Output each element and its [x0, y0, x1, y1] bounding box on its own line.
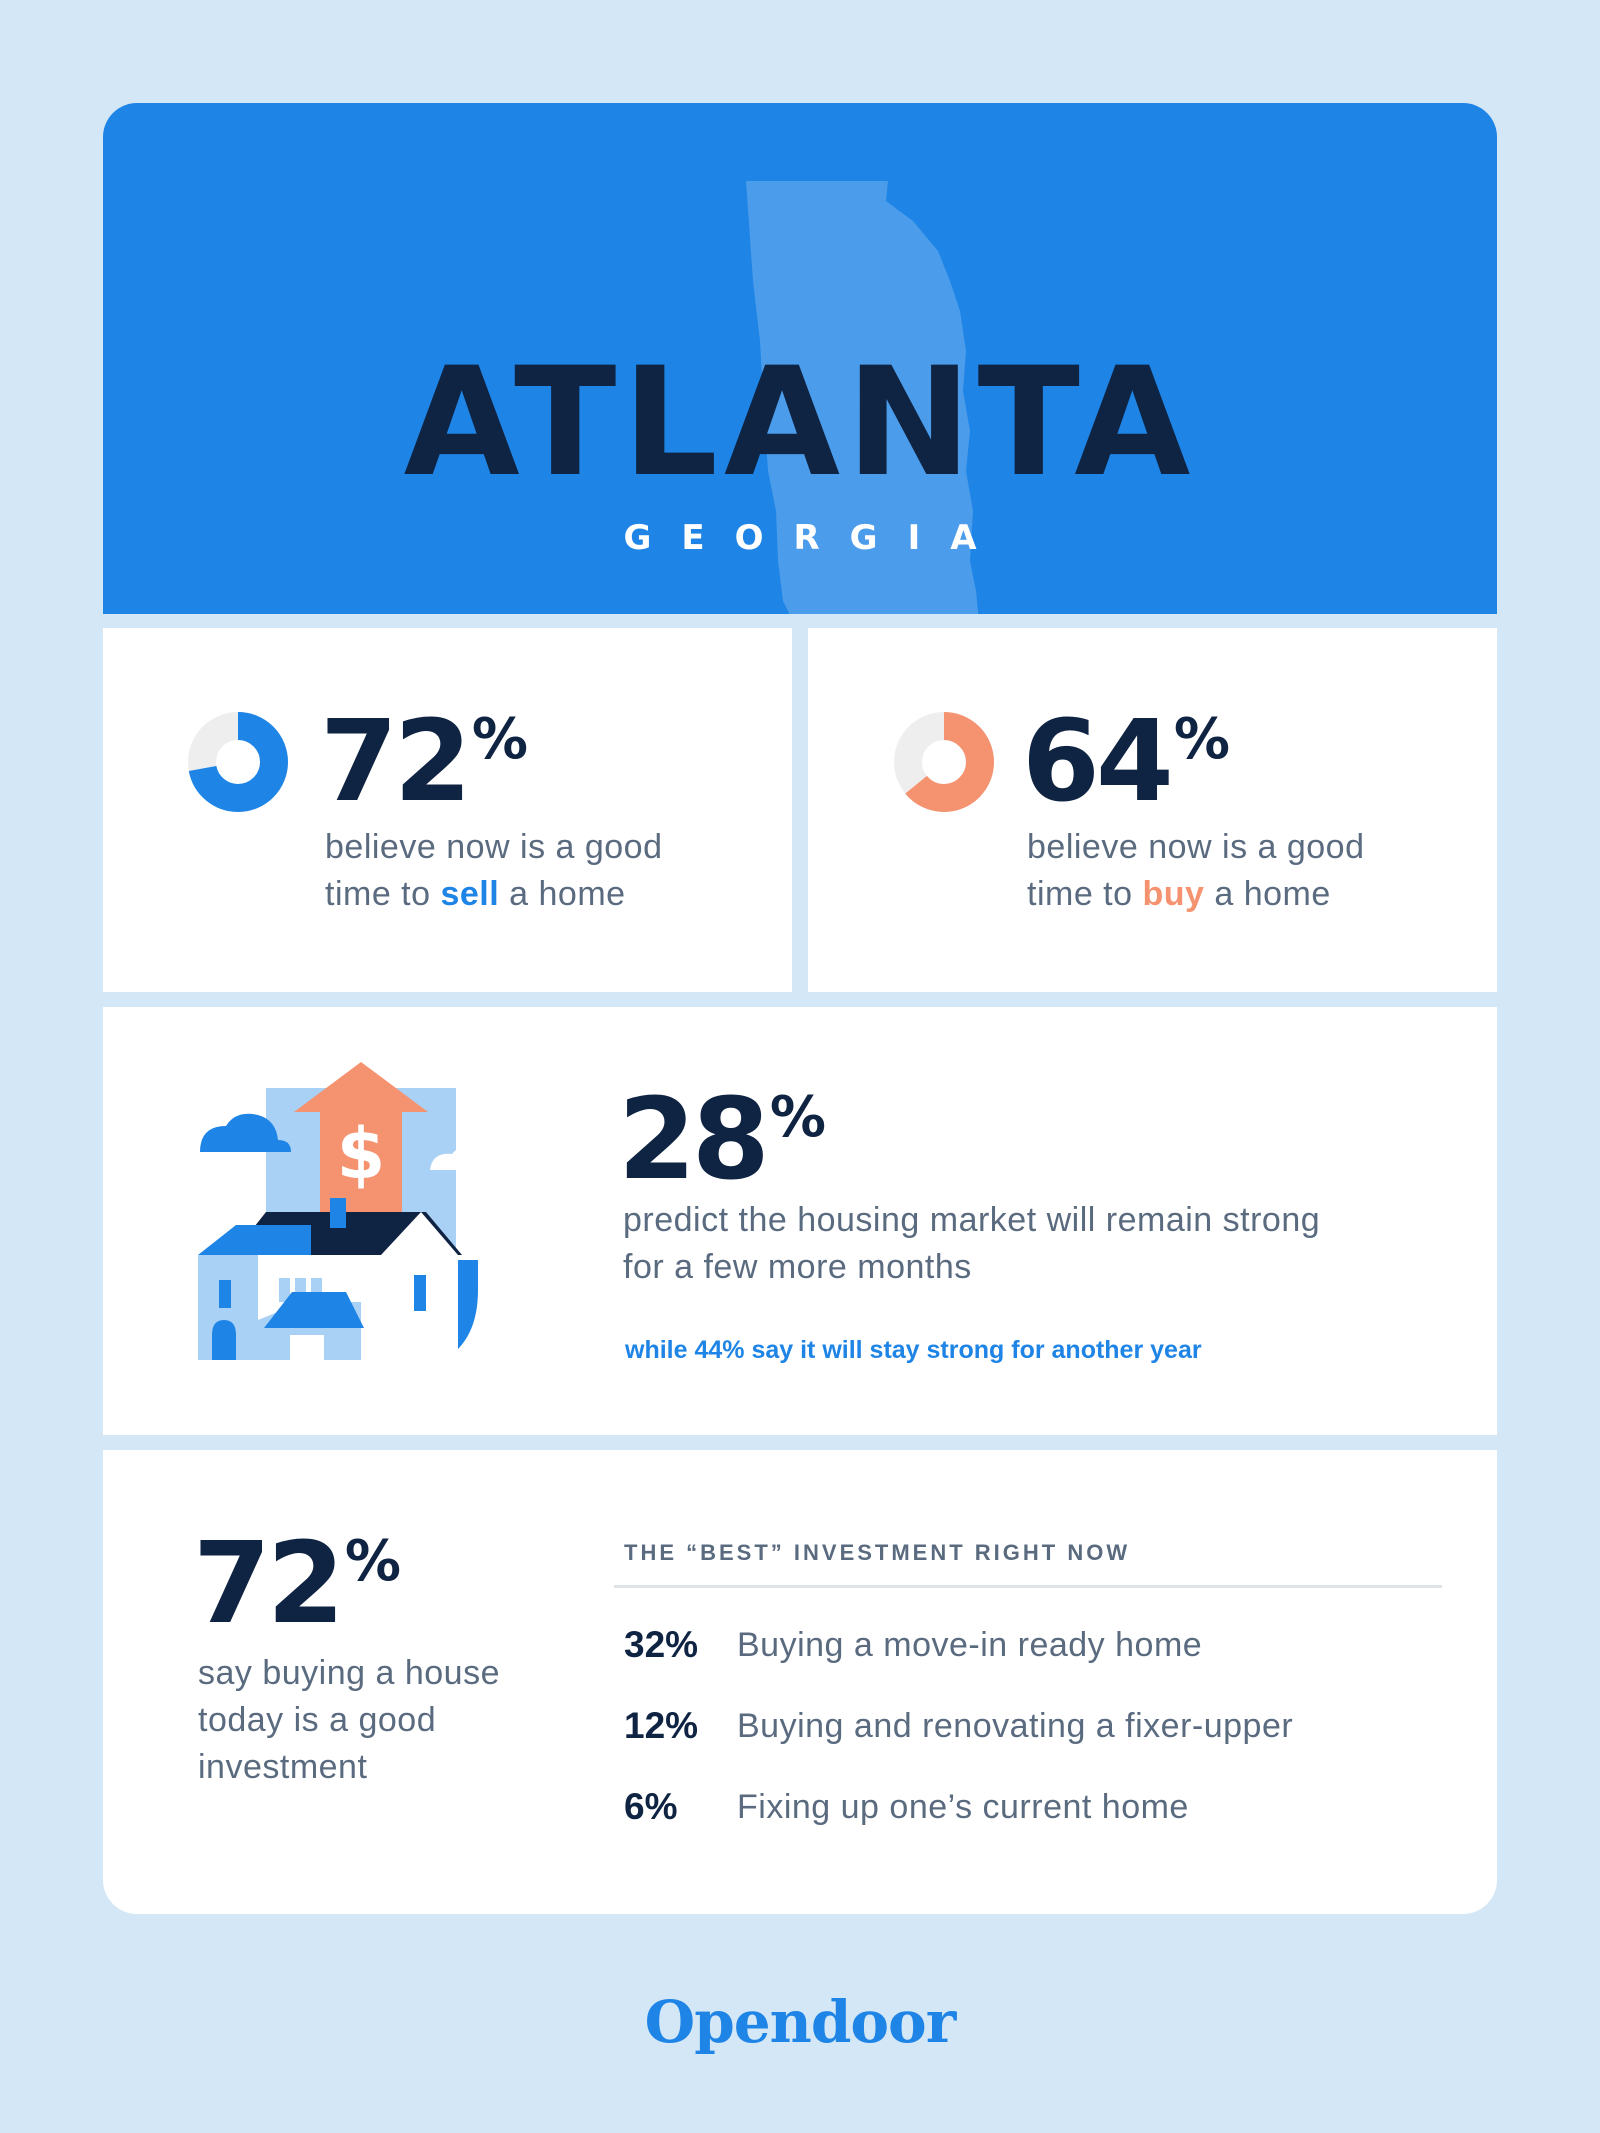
best-investment-label: Fixing up one’s current home [737, 1788, 1189, 1826]
best-investment-pct: 6% [624, 1786, 678, 1827]
best-investment-divider [614, 1585, 1442, 1588]
market-percentage-value: 28 [618, 1075, 770, 1205]
sell-donut-chart [188, 712, 288, 812]
sell-line2-suffix: a home [499, 875, 626, 913]
dollar-sign-icon: $ [337, 1113, 386, 1195]
sell-description-line2: time to sell a home [325, 871, 663, 918]
stat-card-sell [103, 628, 792, 992]
house-price-illustration: $ [198, 1062, 478, 1360]
buy-description: believe now is a good time to buy a home [1027, 824, 1365, 918]
buy-percentage-value: 64 [1022, 697, 1174, 827]
buy-percentage: 64% [1022, 706, 1230, 818]
stat-card-investment [103, 1450, 1497, 1914]
market-description-line1: predict the housing market will remain s… [623, 1201, 1321, 1239]
buy-donut-chart [894, 712, 994, 812]
sell-description: believe now is a good time to sell a hom… [325, 824, 663, 918]
city-title: ATLANTA [403, 336, 1197, 510]
buy-description-line2: time to buy a home [1027, 871, 1365, 918]
stat-card-buy [808, 628, 1497, 992]
opendoor-logo: Opendoor [644, 1988, 957, 2056]
market-percentage-unit: % [769, 1085, 826, 1150]
invest-percentage: 72% [193, 1528, 401, 1640]
sell-line2-prefix: time to [325, 875, 441, 913]
sell-description-line1: believe now is a good [325, 828, 663, 866]
invest-percentage-unit: % [344, 1529, 401, 1594]
invest-description: say buying a house today is a good inves… [198, 1650, 500, 1791]
sell-percentage-unit: % [471, 707, 528, 772]
best-investment-title: THE “BEST” INVESTMENT RIGHT NOW [624, 1540, 1131, 1565]
buy-line2-suffix: a home [1204, 875, 1331, 913]
georgia-state-map [746, 181, 978, 614]
invest-description-line2: today is a good [198, 1701, 437, 1739]
buy-description-line1: believe now is a good [1027, 828, 1365, 866]
invest-description-line1: say buying a house [198, 1654, 500, 1692]
best-investment-label: Buying a move-in ready home [737, 1626, 1203, 1664]
market-percentage: 28% [618, 1084, 826, 1196]
city-header: ATLANTA GEORGIA [103, 103, 1497, 614]
sell-percentage: 72% [320, 706, 528, 818]
best-investment-pct: 32% [624, 1624, 699, 1665]
market-note: while 44% say it will stay strong for an… [625, 1336, 1202, 1364]
buy-highlight: buy [1142, 875, 1205, 913]
buy-percentage-unit: % [1173, 707, 1230, 772]
sell-percentage-value: 72 [320, 697, 472, 827]
market-description: predict the housing market will remain s… [623, 1197, 1320, 1291]
sell-highlight: sell [440, 875, 500, 913]
invest-percentage-value: 72 [193, 1519, 345, 1649]
invest-description-line3: investment [198, 1748, 368, 1786]
buy-donut-arc [894, 712, 994, 812]
buy-line2-prefix: time to [1027, 875, 1143, 913]
best-investment-pct: 12% [624, 1705, 699, 1746]
market-description-line2: for a few more months [623, 1248, 972, 1286]
best-investment-label: Buying and renovating a fixer-upper [737, 1707, 1294, 1745]
state-subtitle: GEORGIA [623, 518, 1007, 558]
sell-donut-arc [188, 712, 288, 812]
